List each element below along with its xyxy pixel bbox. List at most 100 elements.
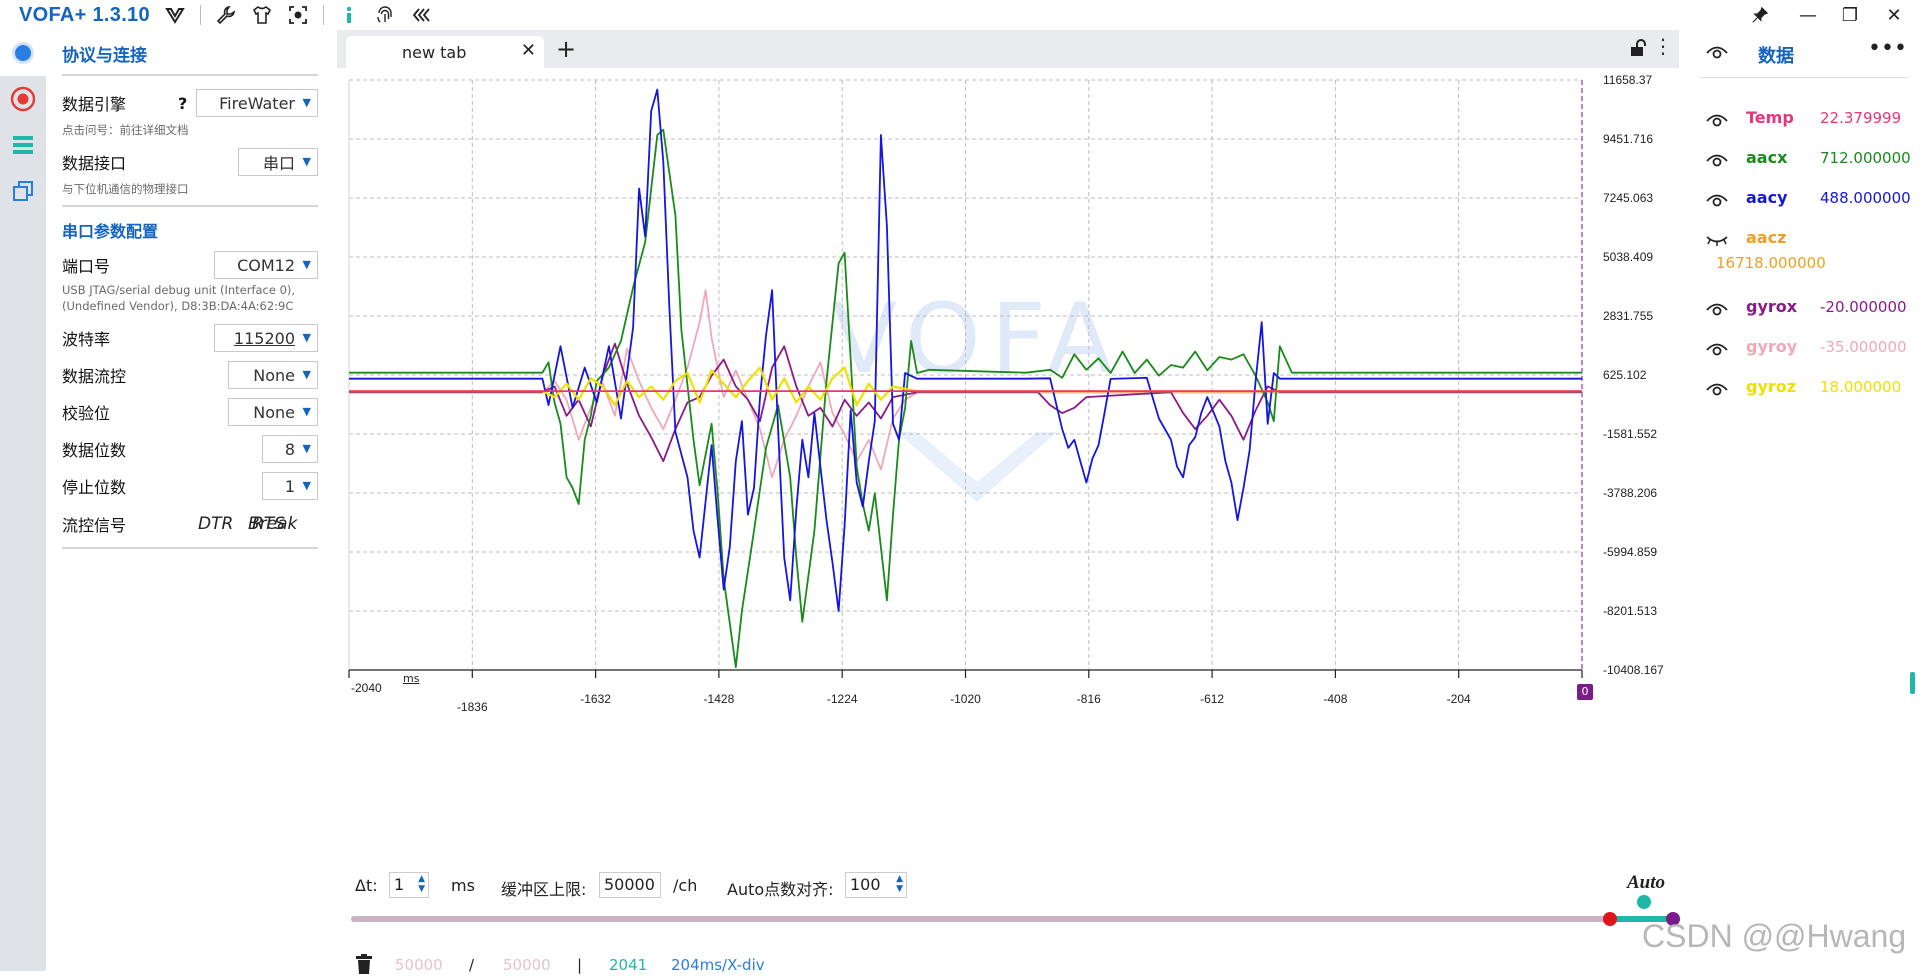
- fingerprint-icon[interactable]: [374, 4, 396, 26]
- restore-button[interactable]: ❐: [1841, 4, 1859, 26]
- x-tick-label: -1020: [950, 692, 981, 706]
- port-desc-2: (Undefined Vendor), D8:3B:DA:4A:62:9C: [62, 299, 294, 313]
- waveform-chart[interactable]: VOFA -2040 -1836 -1632 -1428 -1224 -1020 -816 -6…: [337, 72, 1679, 720]
- align-spinbox[interactable]: 100 ▲ ▼: [845, 872, 907, 898]
- channel-value: -20.000000: [1820, 298, 1907, 316]
- flow-select[interactable]: None ▼: [228, 361, 318, 389]
- engine-row: 数据引擎 ? FireWater ▼: [62, 88, 318, 118]
- divider: [1700, 77, 1908, 78]
- rail-connection[interactable]: [0, 30, 46, 76]
- baud-select[interactable]: 115200 ▼: [214, 324, 318, 352]
- trash-icon[interactable]: [355, 954, 373, 978]
- x-tick-label: -1224: [827, 692, 858, 706]
- spin-arrows-icon[interactable]: ▲ ▼: [896, 874, 903, 894]
- rail-widgets[interactable]: [0, 168, 46, 214]
- y-tick-label: -5994.859: [1603, 545, 1657, 559]
- collapse-left-icon[interactable]: [410, 4, 432, 26]
- spin-arrows-icon[interactable]: ▲ ▼: [418, 874, 425, 894]
- break-button[interactable]: Break: [248, 514, 298, 534]
- buffer-value: 50000: [604, 875, 655, 894]
- range-start-handle[interactable]: [1603, 912, 1617, 926]
- port-row: 端口号 COM12 ▼: [62, 250, 318, 280]
- scrollbar-thumb[interactable]: [1910, 672, 1915, 694]
- rail-record[interactable]: [0, 76, 46, 122]
- view-window-slider[interactable]: [351, 916, 1676, 922]
- data-panel: 数据 ••• Temp 22.379999 aacx 712.000000 aacy 48…: [1686, 30, 1924, 971]
- eye-icon[interactable]: [1706, 301, 1728, 321]
- stopbits-select[interactable]: 1 ▼: [262, 472, 318, 500]
- minimize-button[interactable]: —: [1799, 4, 1817, 26]
- close-window-button[interactable]: ✕: [1886, 4, 1902, 26]
- toolbar-divider: [322, 5, 324, 25]
- rail-commands[interactable]: [0, 122, 46, 168]
- dtr-button[interactable]: DTR: [198, 514, 234, 534]
- eye-icon[interactable]: [1706, 112, 1728, 132]
- tab-new[interactable]: new tab ✕: [346, 36, 544, 68]
- interface-value: 串口: [262, 154, 295, 173]
- channel-row-aacx[interactable]: aacx 712.000000: [1706, 148, 1916, 172]
- vofa-logo-icon[interactable]: [164, 4, 186, 26]
- cursor-marker[interactable]: 0: [1577, 684, 1593, 700]
- parity-value: None: [253, 402, 295, 422]
- port-select[interactable]: COM12 ▼: [214, 251, 318, 279]
- dt-unit: ms: [451, 876, 475, 895]
- chevron-down-icon: ▼: [302, 368, 311, 381]
- wrench-icon[interactable]: [215, 4, 237, 26]
- chart-svg[interactable]: VOFA-2040-1836-1632 -1428 -1224 -1020 -816 -6…: [337, 72, 1679, 720]
- interface-hint: 与下位机通信的物理接口: [62, 182, 189, 196]
- channel-row-gyroy[interactable]: gyroy -35.000000: [1706, 337, 1916, 361]
- data-menu-button[interactable]: •••: [1868, 36, 1907, 61]
- channel-value: -35.000000: [1820, 338, 1907, 356]
- channel-row-Temp[interactable]: Temp 22.379999: [1706, 108, 1916, 132]
- record-icon: [10, 86, 36, 112]
- channel-value: 22.379999: [1820, 109, 1902, 127]
- tab-close-button[interactable]: ✕: [520, 40, 536, 61]
- eye-icon[interactable]: [1706, 192, 1728, 212]
- auto-button[interactable]: Auto: [1626, 872, 1665, 893]
- add-tab-button[interactable]: +: [556, 35, 577, 63]
- x-tick-label: -612: [1200, 692, 1224, 706]
- screenshot-icon[interactable]: [287, 4, 309, 26]
- x-tick-label: -204: [1447, 692, 1471, 706]
- parity-label: 校验位: [62, 404, 111, 423]
- view-window-range[interactable]: [1610, 916, 1673, 922]
- databits-select[interactable]: 8 ▼: [262, 435, 318, 463]
- range-end-handle[interactable]: [1666, 912, 1680, 926]
- tab-bar: new tab ✕ + ⋮: [337, 30, 1679, 68]
- interface-select[interactable]: 串口 ▼: [238, 148, 318, 176]
- engine-select[interactable]: FireWater ▼: [196, 89, 318, 117]
- buffer-input[interactable]: 50000: [599, 872, 661, 898]
- unlock-icon[interactable]: [1629, 39, 1647, 61]
- engine-help-button[interactable]: ?: [178, 93, 188, 113]
- eye-closed-icon[interactable]: [1706, 232, 1728, 252]
- eye-icon[interactable]: [1706, 381, 1728, 401]
- channel-row-gyroz[interactable]: gyroz 18.000000: [1706, 377, 1916, 401]
- controls-row: Δt: 1 ▲ ▼ ms 缓冲区上限: 50000 /ch Auto点数对齐: 1…: [337, 868, 1679, 902]
- y-tick-label: -1581.552: [1603, 427, 1657, 441]
- info-icon[interactable]: [338, 4, 360, 26]
- eye-icon[interactable]: [1706, 44, 1728, 64]
- eye-icon[interactable]: [1706, 152, 1728, 172]
- channel-row-aacz[interactable]: aacz 16718.000000: [1706, 228, 1916, 272]
- flow-row: 数据流控 None ▼: [62, 360, 318, 390]
- pin-icon[interactable]: [1748, 3, 1772, 27]
- buffer-label: 缓冲区上限:: [501, 880, 587, 899]
- x-tick-label: -408: [1323, 692, 1347, 706]
- dt-label: Δt:: [355, 876, 378, 895]
- buffer-stat: 50000: [395, 956, 443, 974]
- channel-row-gyrox[interactable]: gyrox -20.000000: [1706, 297, 1916, 321]
- parity-select[interactable]: None ▼: [228, 398, 318, 426]
- dt-spinbox[interactable]: 1 ▲ ▼: [389, 872, 429, 898]
- channel-row-aacy[interactable]: aacy 488.000000: [1706, 188, 1916, 212]
- range-center-handle[interactable]: [1637, 895, 1651, 909]
- tab-menu-button[interactable]: ⋮: [1653, 34, 1673, 58]
- rts-button[interactable]: RTS: [252, 514, 285, 534]
- channel-name: gyroz: [1746, 377, 1797, 396]
- databits-label: 数据位数: [62, 441, 127, 460]
- eye-icon[interactable]: [1706, 341, 1728, 361]
- engine-hint[interactable]: 点击问号：前往详细文档: [62, 123, 189, 137]
- baud-row: 波特率 115200 ▼: [62, 323, 318, 353]
- channel-name: aacx: [1746, 148, 1788, 167]
- tshirt-icon[interactable]: [251, 4, 273, 26]
- buffer-unit: /ch: [673, 876, 698, 895]
